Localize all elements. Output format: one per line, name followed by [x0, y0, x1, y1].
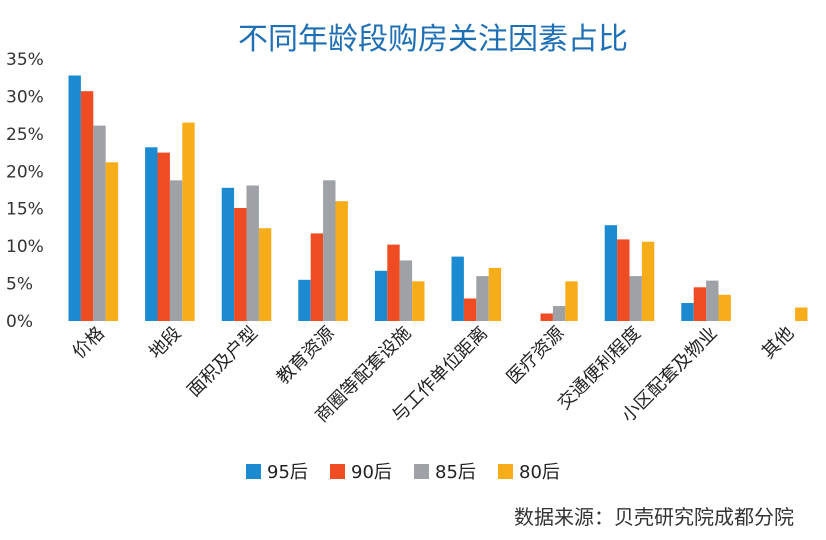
y-tick-label: 5%: [6, 275, 33, 295]
chart-title: 不同年龄段购房关注因素占比: [238, 22, 628, 57]
bar: [476, 276, 489, 321]
x-category-label: 其他: [758, 323, 798, 363]
bar: [706, 280, 719, 321]
bar: [68, 75, 81, 321]
x-category-label: 面积及户型: [184, 323, 262, 401]
bar: [681, 303, 694, 321]
legend: 95后 90后 85后 80后: [246, 462, 560, 483]
bar: [399, 260, 413, 321]
legend-swatch: [414, 464, 429, 479]
bar: [310, 233, 324, 321]
bar: [374, 270, 388, 321]
y-tick-label: 20%: [6, 162, 44, 182]
y-tick-label: 35%: [6, 50, 44, 70]
x-category-label: 价格: [69, 323, 109, 363]
legend-label: 80后: [519, 462, 560, 483]
bar: [488, 267, 502, 321]
bar: [298, 279, 311, 321]
bars: [68, 75, 808, 321]
bar: [718, 294, 731, 321]
bar: [641, 241, 655, 321]
y-tick-label: 15%: [6, 200, 44, 220]
bar: [105, 162, 119, 321]
bar: [552, 306, 566, 321]
y-tick-label: 10%: [6, 237, 44, 257]
legend-swatch: [498, 464, 513, 479]
bar: [182, 122, 195, 321]
bar: [221, 187, 235, 321]
bar: [246, 185, 259, 321]
bar: [145, 147, 158, 321]
bar: [451, 256, 464, 321]
bar: [463, 298, 477, 321]
y-tick-label: 0%: [6, 312, 33, 332]
bar: [629, 276, 642, 321]
bar: [412, 281, 425, 321]
bar: [565, 281, 578, 321]
bar: [323, 180, 336, 321]
bar: [80, 91, 94, 321]
bar: [169, 180, 183, 321]
bar: [157, 152, 170, 321]
x-category-label: 教育资源: [273, 323, 339, 389]
legend-label: 85后: [435, 462, 476, 483]
bar: [387, 244, 400, 321]
data-source-note: 数据来源：贝壳研究院成都分院: [514, 505, 794, 529]
bar: [693, 287, 707, 321]
legend-label: 90后: [351, 462, 392, 483]
bar: [795, 307, 808, 321]
legend-label: 95后: [267, 462, 308, 483]
bar: [617, 239, 630, 321]
y-tick-label: 30%: [6, 87, 44, 107]
x-category-label: 地段: [145, 323, 185, 363]
bar: [234, 208, 247, 321]
y-axis: 0% 5% 10% 15% 20% 25% 30% 35%: [6, 50, 44, 332]
bar: [540, 313, 553, 321]
bar: [93, 125, 106, 321]
y-tick-label: 25%: [6, 125, 44, 145]
bar: [258, 228, 272, 321]
legend-swatch: [246, 464, 261, 479]
bar: [604, 225, 618, 321]
bar: [335, 201, 348, 321]
legend-swatch: [330, 464, 345, 479]
x-category-label: 医疗资源: [503, 323, 569, 389]
